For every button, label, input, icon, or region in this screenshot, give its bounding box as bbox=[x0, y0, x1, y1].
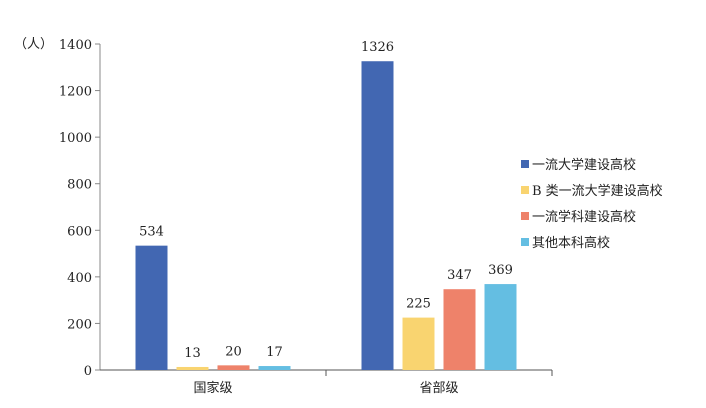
y-tick-label: 1400 bbox=[59, 38, 92, 53]
bars-group: 534 13 20 17 1326 225 347 369 bbox=[135, 40, 517, 370]
legend-label: 其他本科高校 bbox=[532, 235, 610, 251]
legend-swatch bbox=[521, 212, 529, 220]
category-label: 省部级 bbox=[419, 381, 458, 396]
y-tick-label: 1000 bbox=[59, 131, 92, 146]
y-tick-label: 0 bbox=[84, 364, 92, 379]
bar-value-label: 347 bbox=[447, 268, 472, 283]
bar bbox=[484, 284, 517, 370]
bar-value-label: 369 bbox=[488, 263, 513, 278]
legend-swatch bbox=[521, 238, 529, 246]
bar bbox=[361, 61, 394, 370]
bar-value-label: 225 bbox=[406, 297, 431, 312]
category-label: 国家级 bbox=[193, 380, 232, 396]
bar-value-label: 534 bbox=[139, 225, 164, 240]
y-tick-label: 800 bbox=[67, 178, 92, 193]
bar-value-label: 1326 bbox=[361, 40, 394, 55]
y-tick-label: 1200 bbox=[59, 85, 92, 100]
legend-label: 一流学科建设高校 bbox=[532, 209, 636, 225]
bar-value-label: 20 bbox=[225, 344, 242, 359]
bar bbox=[402, 317, 435, 370]
y-tick-label: 200 bbox=[67, 317, 92, 332]
legend-label: 一流大学建设高校 bbox=[532, 157, 636, 173]
legend-swatch bbox=[521, 160, 529, 168]
legend-label: B 类一流大学建设高校 bbox=[532, 183, 663, 199]
y-axis-unit-label: （人） bbox=[14, 37, 53, 52]
y-axis-ticks: 0 200 400 600 800 1000 1200 1400 bbox=[59, 38, 100, 379]
bar bbox=[135, 245, 168, 370]
bar bbox=[443, 289, 476, 370]
y-tick-label: 600 bbox=[67, 224, 92, 239]
bar bbox=[176, 366, 209, 370]
bar bbox=[258, 366, 291, 370]
bar-value-label: 17 bbox=[266, 345, 283, 360]
bar bbox=[217, 365, 250, 370]
bar-value-label: 13 bbox=[184, 346, 201, 361]
legend-swatch bbox=[521, 186, 529, 194]
y-tick-label: 400 bbox=[67, 271, 92, 286]
category-labels: 国家级 省部级 bbox=[193, 380, 458, 396]
